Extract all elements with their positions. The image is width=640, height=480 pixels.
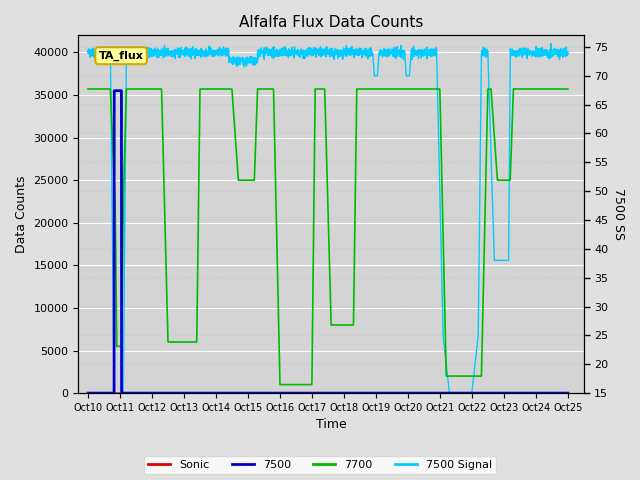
X-axis label: Time: Time <box>316 419 346 432</box>
Title: Alfalfa Flux Data Counts: Alfalfa Flux Data Counts <box>239 15 423 30</box>
Text: TA_flux: TA_flux <box>99 50 143 61</box>
Y-axis label: 7500 SS: 7500 SS <box>612 188 625 240</box>
Legend: Sonic, 7500, 7700, 7500 Signal: Sonic, 7500, 7700, 7500 Signal <box>143 456 497 474</box>
Y-axis label: Data Counts: Data Counts <box>15 176 28 253</box>
